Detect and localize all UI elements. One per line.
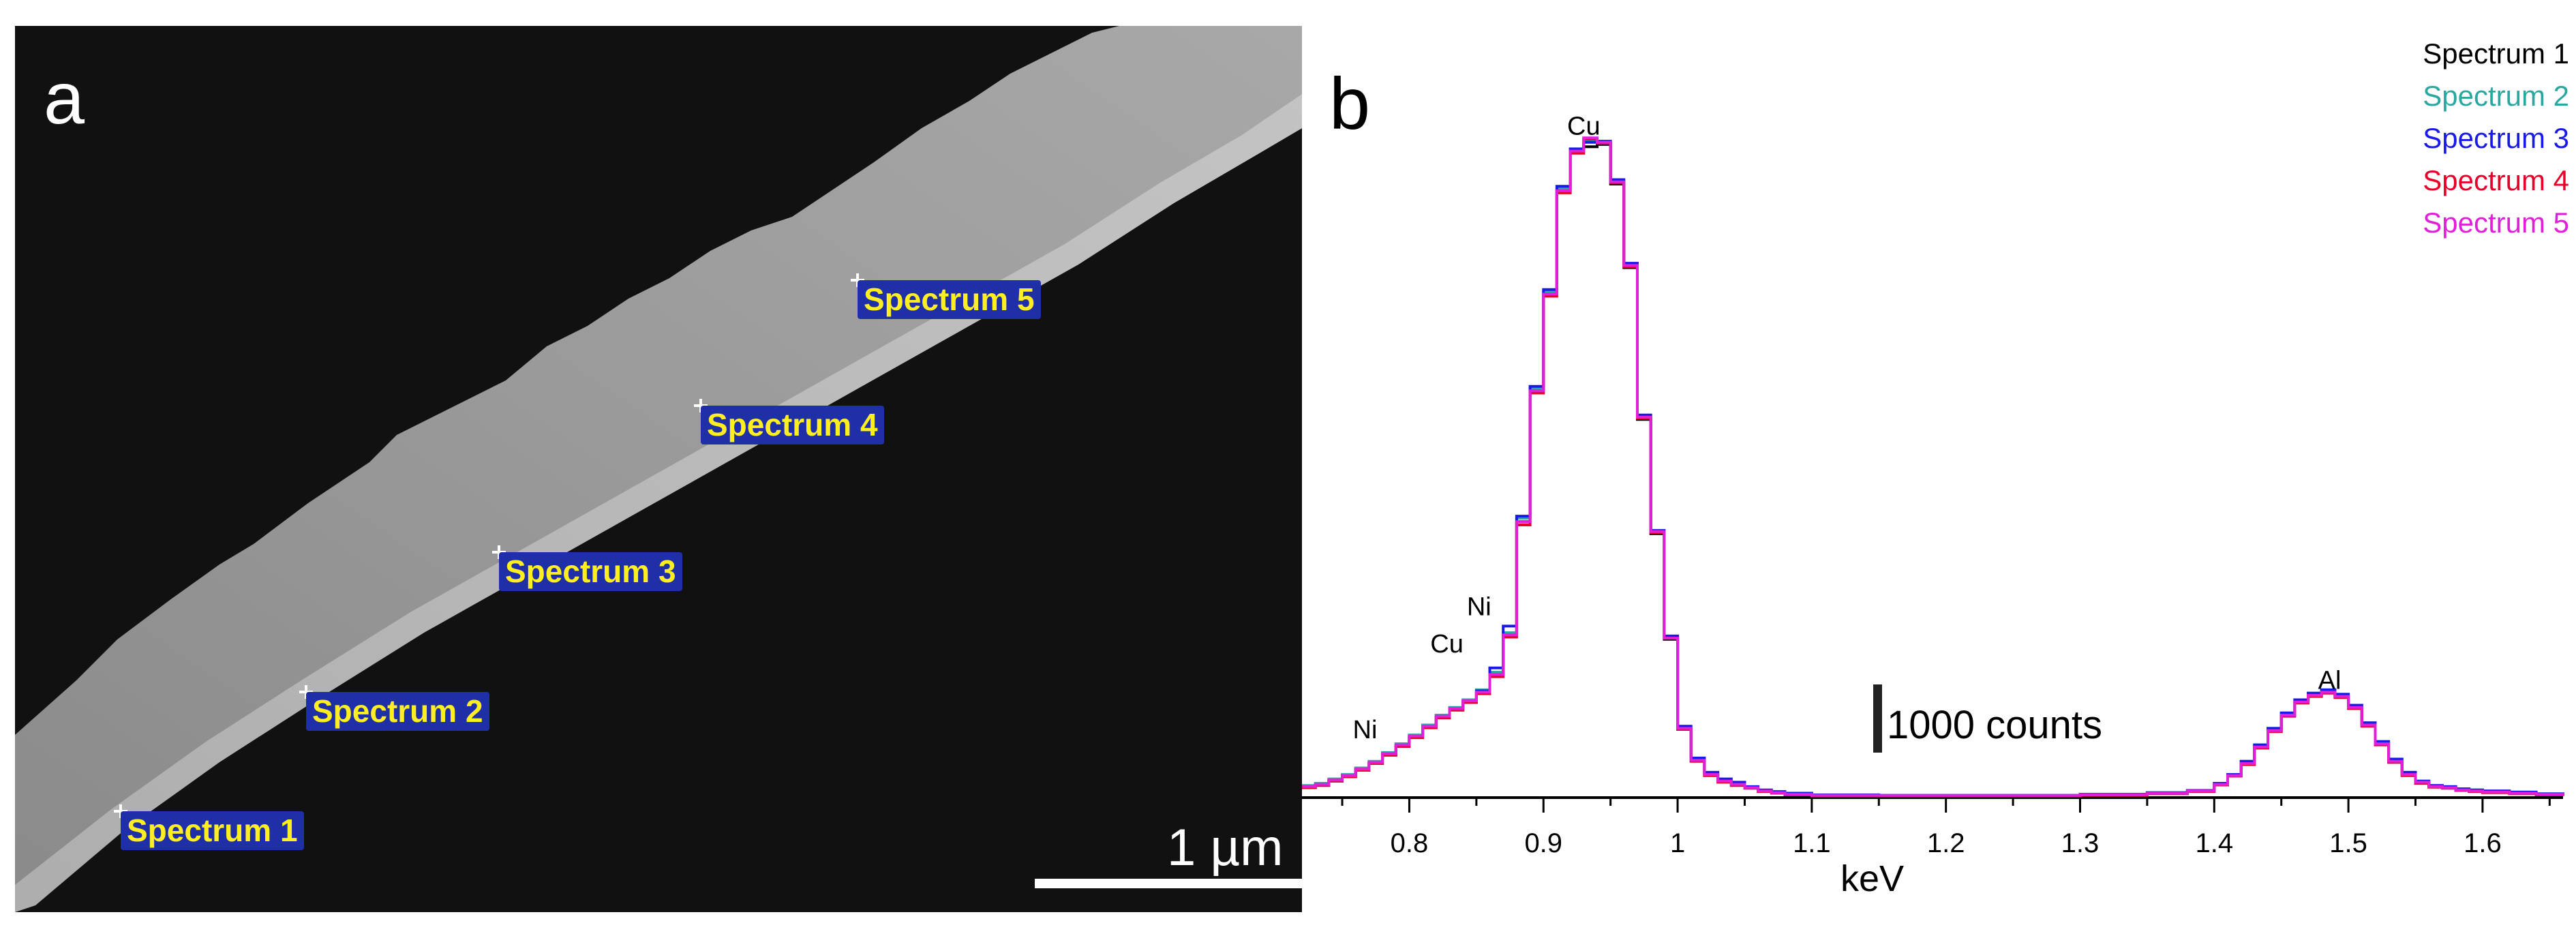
series-line-4 [1302, 137, 2564, 798]
x-tick-label: 1.4 [2195, 828, 2233, 858]
spectrum-1-label: Spectrum 1 [121, 811, 304, 850]
x-tick-label: 0.8 [1391, 828, 1429, 858]
peak-label: Al [2318, 666, 2342, 695]
x-tick-label: 0.9 [1524, 828, 1562, 858]
spectrum-4-marker [694, 399, 708, 412]
peak-label: Ni [1353, 716, 1378, 744]
x-tick-label: 1.1 [1793, 828, 1831, 858]
x-tick-label: 1.6 [2464, 828, 2502, 858]
sem-image [15, 26, 1302, 912]
spectrum-1-marker [114, 804, 127, 818]
series-line-2 [1302, 138, 2564, 797]
spectrum-2-label: Spectrum 2 [306, 692, 489, 731]
panel-b-letter: b [1329, 62, 1371, 145]
spectra-lines [1302, 136, 2564, 798]
legend: Spectrum 1 Spectrum 2 Spectrum 3 Spectru… [2423, 33, 2569, 244]
x-tick-label: 1.5 [2329, 828, 2367, 858]
series-line-5 [1302, 136, 2564, 797]
x-tick-label: 1 [1670, 828, 1685, 858]
legend-item-spectrum-5: Spectrum 5 [2423, 207, 2569, 239]
spectrum-4-label: Spectrum 4 [701, 406, 884, 444]
panel-a-letter: a [44, 57, 85, 139]
peak-label: Cu [1567, 112, 1601, 140]
legend-item-spectrum-3: Spectrum 3 [2423, 122, 2569, 154]
spectrum-5-marker [851, 273, 864, 287]
peak-label: Cu [1430, 630, 1464, 659]
scale-bar-label: 1 µm [1167, 819, 1284, 877]
legend-item-spectrum-2: Spectrum 2 [2423, 80, 2569, 112]
series-line-1 [1302, 142, 2564, 797]
legend-item-spectrum-4: Spectrum 4 [2423, 164, 2569, 196]
series-line-3 [1302, 140, 2564, 797]
peak-label: Ni [1467, 592, 1491, 621]
sem-image-panel: a Spectrum 1 Spectrum 2 Spectrum 3 Spect… [15, 26, 1302, 912]
spectrum-2-marker [299, 685, 313, 699]
spectrum-3-marker [492, 545, 506, 559]
spectrum-3-label: Spectrum 3 [499, 552, 682, 591]
nanowire-edge [15, 94, 1302, 912]
eds-spectrum-panel: 0.8 0.9 1 1.1 1.2 1.3 1.4 1.5 1.6 Cu Ni Cu Ni Al b S… [1302, 0, 2576, 936]
x-tick-label: 1.3 [2061, 828, 2100, 858]
x-tick-label: 1.2 [1927, 828, 1965, 858]
x-axis-label: keV [1840, 858, 1905, 899]
counts-scale-bar [1873, 684, 1882, 753]
x-ticks: 0.8 0.9 1 1.1 1.2 1.3 1.4 1.5 1.6 [1341, 798, 2551, 858]
scale-bar [1035, 879, 1302, 888]
legend-item-spectrum-1: Spectrum 1 [2423, 37, 2569, 70]
nanowire [15, 26, 1302, 912]
counts-scale-label: 1000 counts [1887, 703, 2103, 747]
spectrum-5-label: Spectrum 5 [858, 280, 1041, 319]
